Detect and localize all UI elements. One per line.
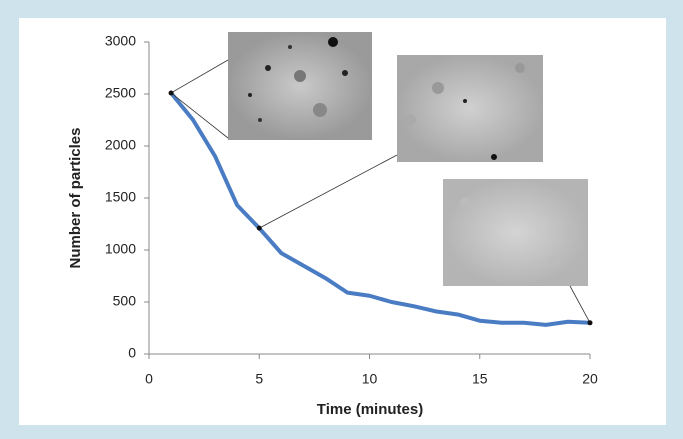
y-axis-label: Number of particles — [67, 128, 84, 269]
y-tick-label: 3000 — [105, 33, 136, 49]
x-tick-label: 10 — [362, 371, 378, 387]
x-tick-label: 20 — [582, 371, 598, 387]
x-axis-label: Time (minutes) — [317, 401, 423, 418]
y-tick-label: 2000 — [105, 137, 136, 153]
x-tick-label: 15 — [472, 371, 488, 387]
data-line — [169, 91, 591, 327]
micrograph — [397, 55, 543, 162]
point-marker — [168, 90, 174, 96]
point-marker — [587, 320, 593, 326]
connector — [259, 154, 398, 229]
connector — [170, 59, 229, 94]
y-tick-label: 1500 — [105, 189, 136, 205]
connector — [569, 285, 591, 323]
y-tick-label: 0 — [128, 345, 136, 361]
y-tick-label: 500 — [113, 293, 137, 309]
x-tick-label: 5 — [255, 371, 263, 387]
micrograph — [443, 179, 588, 286]
micrograph — [228, 32, 372, 140]
connector — [170, 92, 229, 139]
point-marker — [256, 225, 262, 231]
x-tick-label: 0 — [145, 371, 153, 387]
y-tick-label: 1000 — [105, 241, 136, 257]
y-tick-label: 2500 — [105, 85, 136, 101]
